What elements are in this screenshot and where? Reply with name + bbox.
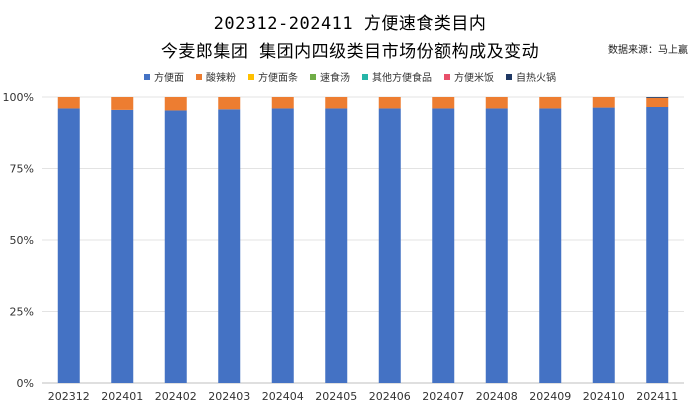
chart-legend: 方便面 酸辣粉 方便面条 速食汤 其他方便食品 方便米饭 自热火锅 [0,69,700,84]
legend-item: 方便米饭 [444,69,494,84]
legend-item: 酸辣粉 [196,69,236,84]
bar-segment [218,97,241,110]
bar-segment [111,109,134,384]
data-source-label: 数据来源：马上赢 [608,45,688,56]
bar-segment [592,97,615,108]
legend-swatch [144,74,150,80]
bar-segment [646,107,669,383]
bar-segment [218,109,241,383]
legend-item: 方便面条 [248,69,298,84]
y-tick-label: 75% [10,163,34,176]
x-tick-label: 202405 [315,390,357,403]
x-tick-label: 202411 [636,390,678,403]
bar-segment [378,108,401,383]
bar-segment [432,97,455,109]
bar-segment [592,107,615,383]
bar-segment [485,108,508,383]
bar-segment [646,97,669,108]
legend-swatch [248,74,254,80]
bar-segment [164,110,187,383]
bar-segment [539,108,562,383]
x-tick-label: 202407 [422,390,464,403]
x-tick-label: 202403 [208,390,250,403]
x-tick-label: 202401 [101,390,143,403]
legend-label: 方便面 [154,73,184,84]
legend-item: 方便面 [144,69,184,84]
bar-segment [432,108,455,383]
x-tick-label: 202410 [583,390,625,403]
legend-label: 其他方便食品 [372,73,432,84]
bar-segment [325,97,348,109]
legend-swatch [506,74,512,80]
bar-segment [164,97,187,111]
x-tick-label: 202312 [48,390,90,403]
legend-item: 其他方便食品 [362,69,432,84]
x-tick-label: 202409 [529,390,571,403]
bar-segment [646,97,669,98]
legend-item: 自热火锅 [506,69,556,84]
bar-segment [539,97,562,109]
bar-segment [271,108,294,383]
legend-swatch [310,74,316,80]
legend-label: 自热火锅 [516,73,556,84]
legend-label: 速食汤 [320,73,350,84]
legend-label: 方便米饭 [454,73,494,84]
bar-segment [485,97,508,109]
chart-title: 202312-202411 方便速食类目内 [213,14,487,34]
bar-segment [271,97,294,109]
x-tick-label: 202402 [155,390,197,403]
bar-segment [57,97,80,109]
bar-segment [378,97,401,109]
legend-swatch [362,74,368,80]
bar-segment [57,108,80,383]
y-tick-label: 0% [17,377,34,390]
x-tick-label: 202404 [262,390,304,403]
chart-subtitle: 今麦郎集团 集团内四级类目市场份额构成及变动 [160,42,540,62]
y-tick-label: 100% [3,91,34,104]
legend-item: 速食汤 [310,69,350,84]
x-tick-label: 202408 [476,390,518,403]
bar-segment [325,108,348,383]
legend-swatch [444,74,450,80]
legend-label: 酸辣粉 [206,73,236,84]
bar-segment [111,97,134,110]
legend-label: 方便面条 [258,73,298,84]
y-tick-label: 25% [10,306,34,319]
y-tick-label: 50% [10,234,34,247]
legend-swatch [196,74,202,80]
x-tick-label: 202406 [369,390,411,403]
